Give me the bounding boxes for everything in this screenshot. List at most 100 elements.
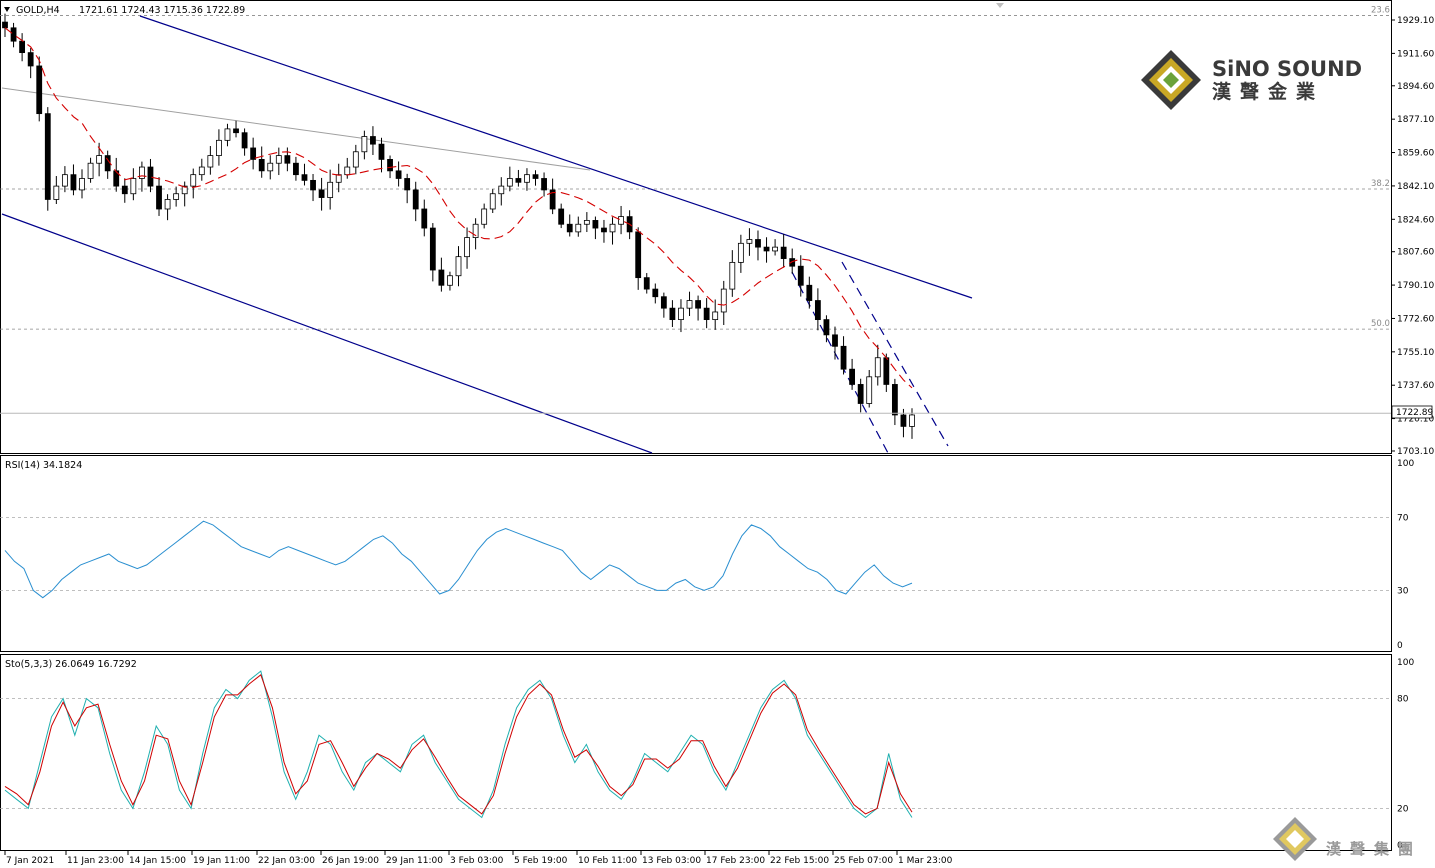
scroll-marker-icon[interactable]: [996, 3, 1004, 8]
candle-body[interactable]: [891, 384, 898, 416]
sto-main-line[interactable]: [4, 670, 913, 819]
candle-body[interactable]: [797, 265, 804, 286]
candle-body[interactable]: [421, 208, 428, 229]
sto-pane[interactable]: [0, 654, 1392, 851]
candle-body[interactable]: [267, 162, 274, 172]
candle-body[interactable]: [44, 113, 51, 200]
candle-body[interactable]: [737, 242, 744, 263]
candle-body[interactable]: [96, 155, 103, 164]
candle-body[interactable]: [635, 231, 642, 279]
candle-body[interactable]: [113, 170, 120, 187]
candle-body[interactable]: [900, 414, 907, 427]
candle-body[interactable]: [874, 357, 881, 378]
candle-body[interactable]: [121, 185, 128, 195]
candle-body[interactable]: [438, 269, 445, 286]
candle-body[interactable]: [318, 189, 325, 198]
candle-body[interactable]: [832, 334, 838, 347]
candle-body[interactable]: [139, 166, 145, 179]
candle-body[interactable]: [592, 220, 599, 229]
candle-body[interactable]: [618, 216, 624, 225]
candle-body[interactable]: [352, 151, 359, 168]
candle-body[interactable]: [532, 174, 539, 179]
candle-body[interactable]: [566, 223, 573, 233]
candle-body[interactable]: [173, 193, 180, 200]
candle-body[interactable]: [909, 414, 915, 427]
candle-body[interactable]: [780, 246, 787, 259]
candle-body[interactable]: [498, 185, 505, 195]
rsi-line[interactable]: [4, 520, 913, 599]
candle-body[interactable]: [609, 223, 616, 233]
candle-body[interactable]: [258, 159, 265, 172]
candle-body[interactable]: [643, 277, 650, 290]
candle-body[interactable]: [489, 193, 496, 210]
candle-body[interactable]: [104, 155, 111, 172]
candle-body[interactable]: [216, 139, 222, 156]
candle-body[interactable]: [652, 288, 659, 298]
candle-body[interactable]: [806, 284, 813, 301]
candle-body[interactable]: [506, 178, 513, 187]
candle-body[interactable]: [412, 189, 419, 210]
candle-body[interactable]: [447, 275, 453, 286]
candle-body[interactable]: [190, 174, 197, 187]
candle-body[interactable]: [27, 52, 34, 67]
candle-body[interactable]: [814, 300, 821, 321]
moving-average-line[interactable]: [4, 27, 913, 389]
candle-body[interactable]: [755, 239, 761, 248]
candle-body[interactable]: [70, 174, 77, 191]
dashed-channel-left[interactable]: [791, 271, 889, 454]
candle-body[interactable]: [686, 300, 693, 309]
candle-body[interactable]: [883, 357, 890, 385]
candle-body[interactable]: [866, 376, 873, 404]
candle-body[interactable]: [404, 178, 411, 191]
rsi-pane[interactable]: [0, 455, 1392, 652]
candle-body[interactable]: [164, 199, 171, 210]
candle-body[interactable]: [515, 178, 522, 183]
candle-body[interactable]: [455, 256, 462, 277]
candle-body[interactable]: [558, 208, 565, 225]
candle-body[interactable]: [327, 181, 334, 198]
candle-body[interactable]: [524, 174, 530, 183]
candle-body[interactable]: [10, 27, 17, 42]
candle-body[interactable]: [840, 345, 847, 370]
candle-body[interactable]: [601, 227, 607, 233]
candle-body[interactable]: [233, 128, 239, 134]
candle-body[interactable]: [293, 162, 299, 176]
candle-body[interactable]: [849, 368, 856, 385]
candle-body[interactable]: [660, 296, 667, 309]
candle-body[interactable]: [87, 162, 94, 179]
dropdown-triangle-icon[interactable]: [4, 7, 10, 12]
candle-body[interactable]: [19, 40, 26, 54]
candle-body[interactable]: [147, 166, 154, 187]
candle-body[interactable]: [181, 185, 188, 195]
candle-body[interactable]: [370, 136, 376, 145]
candle-body[interactable]: [361, 136, 368, 153]
candle-body[interactable]: [395, 170, 402, 179]
candle-body[interactable]: [156, 185, 162, 210]
candle-body[interactable]: [284, 155, 291, 164]
candle-body[interactable]: [583, 220, 590, 225]
candle-body[interactable]: [53, 185, 60, 200]
candle-body[interactable]: [464, 237, 470, 258]
channel-upper-line[interactable]: [139, 15, 973, 299]
candle-body[interactable]: [575, 223, 582, 233]
candle-body[interactable]: [387, 159, 393, 172]
candle-body[interactable]: [772, 246, 778, 252]
candle-body[interactable]: [729, 261, 736, 290]
candle-body[interactable]: [720, 288, 727, 313]
candle-body[interactable]: [344, 166, 351, 176]
candle-body[interactable]: [250, 147, 257, 160]
candle-body[interactable]: [310, 179, 316, 191]
candle-body[interactable]: [695, 300, 701, 309]
candle-body[interactable]: [224, 128, 231, 141]
candle-body[interactable]: [301, 174, 308, 181]
candle-body[interactable]: [198, 166, 205, 176]
candle-body[interactable]: [61, 174, 68, 187]
candle-body[interactable]: [703, 307, 710, 321]
candle-body[interactable]: [36, 65, 43, 115]
candle-body[interactable]: [429, 227, 436, 271]
candle-body[interactable]: [789, 258, 796, 267]
candle-body[interactable]: [79, 178, 85, 191]
candle-body[interactable]: [472, 223, 479, 238]
candle-body[interactable]: [857, 384, 864, 404]
candle-body[interactable]: [275, 155, 282, 164]
